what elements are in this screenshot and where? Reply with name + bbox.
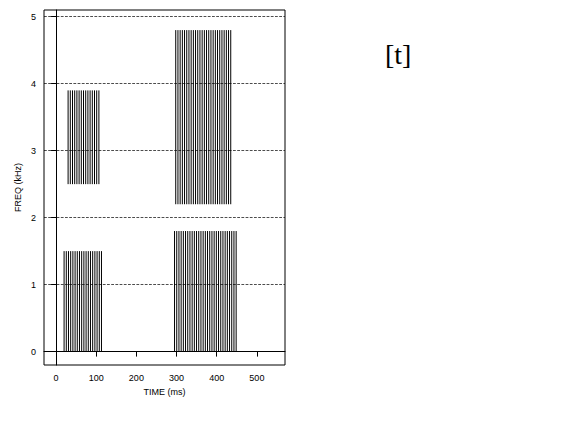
svg-text:500: 500 xyxy=(249,373,264,383)
svg-text:TIME (ms): TIME (ms) xyxy=(144,387,186,397)
svg-text:FREQ (kHz): FREQ (kHz) xyxy=(13,163,23,212)
svg-text:4: 4 xyxy=(31,79,36,89)
svg-text:5: 5 xyxy=(31,12,36,22)
svg-text:400: 400 xyxy=(209,373,224,383)
svg-text:100: 100 xyxy=(89,373,104,383)
svg-text:1: 1 xyxy=(31,280,36,290)
svg-text:0: 0 xyxy=(31,347,36,357)
svg-text:0: 0 xyxy=(54,373,59,383)
svg-text:200: 200 xyxy=(129,373,144,383)
svg-text:300: 300 xyxy=(169,373,184,383)
svg-text:3: 3 xyxy=(31,146,36,156)
svg-text:[t]: [t] xyxy=(385,39,411,70)
svg-text:2: 2 xyxy=(31,213,36,223)
